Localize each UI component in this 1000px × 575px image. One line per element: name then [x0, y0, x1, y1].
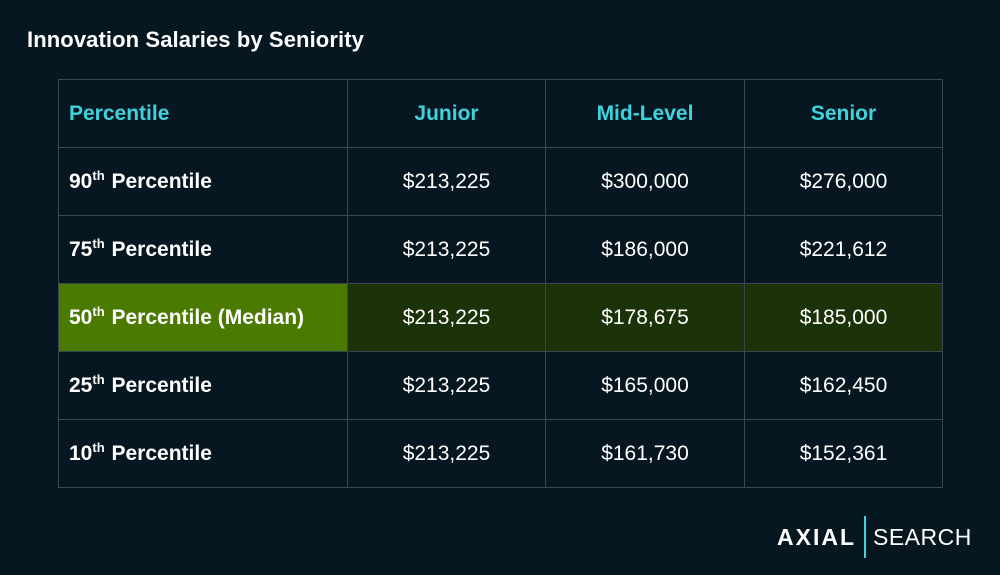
cell-junior: $213,225: [347, 147, 546, 216]
cell-mid-level: $161,730: [545, 419, 745, 488]
table-header-row: Percentile Junior Mid-Level Senior: [58, 79, 943, 148]
axial-search-logo: AXIAL SEARCH: [777, 516, 972, 558]
table-row-median: 50th Percentile (Median) $213,225 $178,6…: [58, 283, 943, 352]
cell-senior: $221,612: [744, 215, 943, 284]
row-label: 90th Percentile: [58, 147, 348, 216]
cell-mid-level: $165,000: [545, 351, 745, 420]
cell-junior: $213,225: [347, 419, 546, 488]
salary-table: Percentile Junior Mid-Level Senior 90th …: [58, 79, 943, 488]
column-header-junior: Junior: [347, 79, 546, 148]
row-label: 50th Percentile (Median): [58, 283, 348, 352]
logo-text-axial: AXIAL: [777, 523, 856, 550]
cell-junior: $213,225: [347, 215, 546, 284]
column-header-senior: Senior: [744, 79, 943, 148]
table-row: 90th Percentile $213,225 $300,000 $276,0…: [58, 147, 943, 216]
logo-text-search: SEARCH: [873, 523, 972, 550]
cell-mid-level: $178,675: [545, 283, 745, 352]
chart-title: Innovation Salaries by Seniority: [27, 27, 364, 52]
cell-junior: $213,225: [347, 351, 546, 420]
row-label: 75th Percentile: [58, 215, 348, 284]
column-header-mid-level: Mid-Level: [545, 79, 745, 148]
row-label: 25th Percentile: [58, 351, 348, 420]
row-label: 10th Percentile: [58, 419, 348, 488]
logo-divider: [864, 516, 866, 558]
cell-senior: $162,450: [744, 351, 943, 420]
column-header-percentile: Percentile: [58, 79, 348, 148]
cell-mid-level: $186,000: [545, 215, 745, 284]
cell-senior: $152,361: [744, 419, 943, 488]
cell-senior: $185,000: [744, 283, 943, 352]
cell-junior: $213,225: [347, 283, 546, 352]
cell-senior: $276,000: [744, 147, 943, 216]
table-row: 25th Percentile $213,225 $165,000 $162,4…: [58, 351, 943, 420]
table-row: 10th Percentile $213,225 $161,730 $152,3…: [58, 419, 943, 488]
table-row: 75th Percentile $213,225 $186,000 $221,6…: [58, 215, 943, 284]
cell-mid-level: $300,000: [545, 147, 745, 216]
